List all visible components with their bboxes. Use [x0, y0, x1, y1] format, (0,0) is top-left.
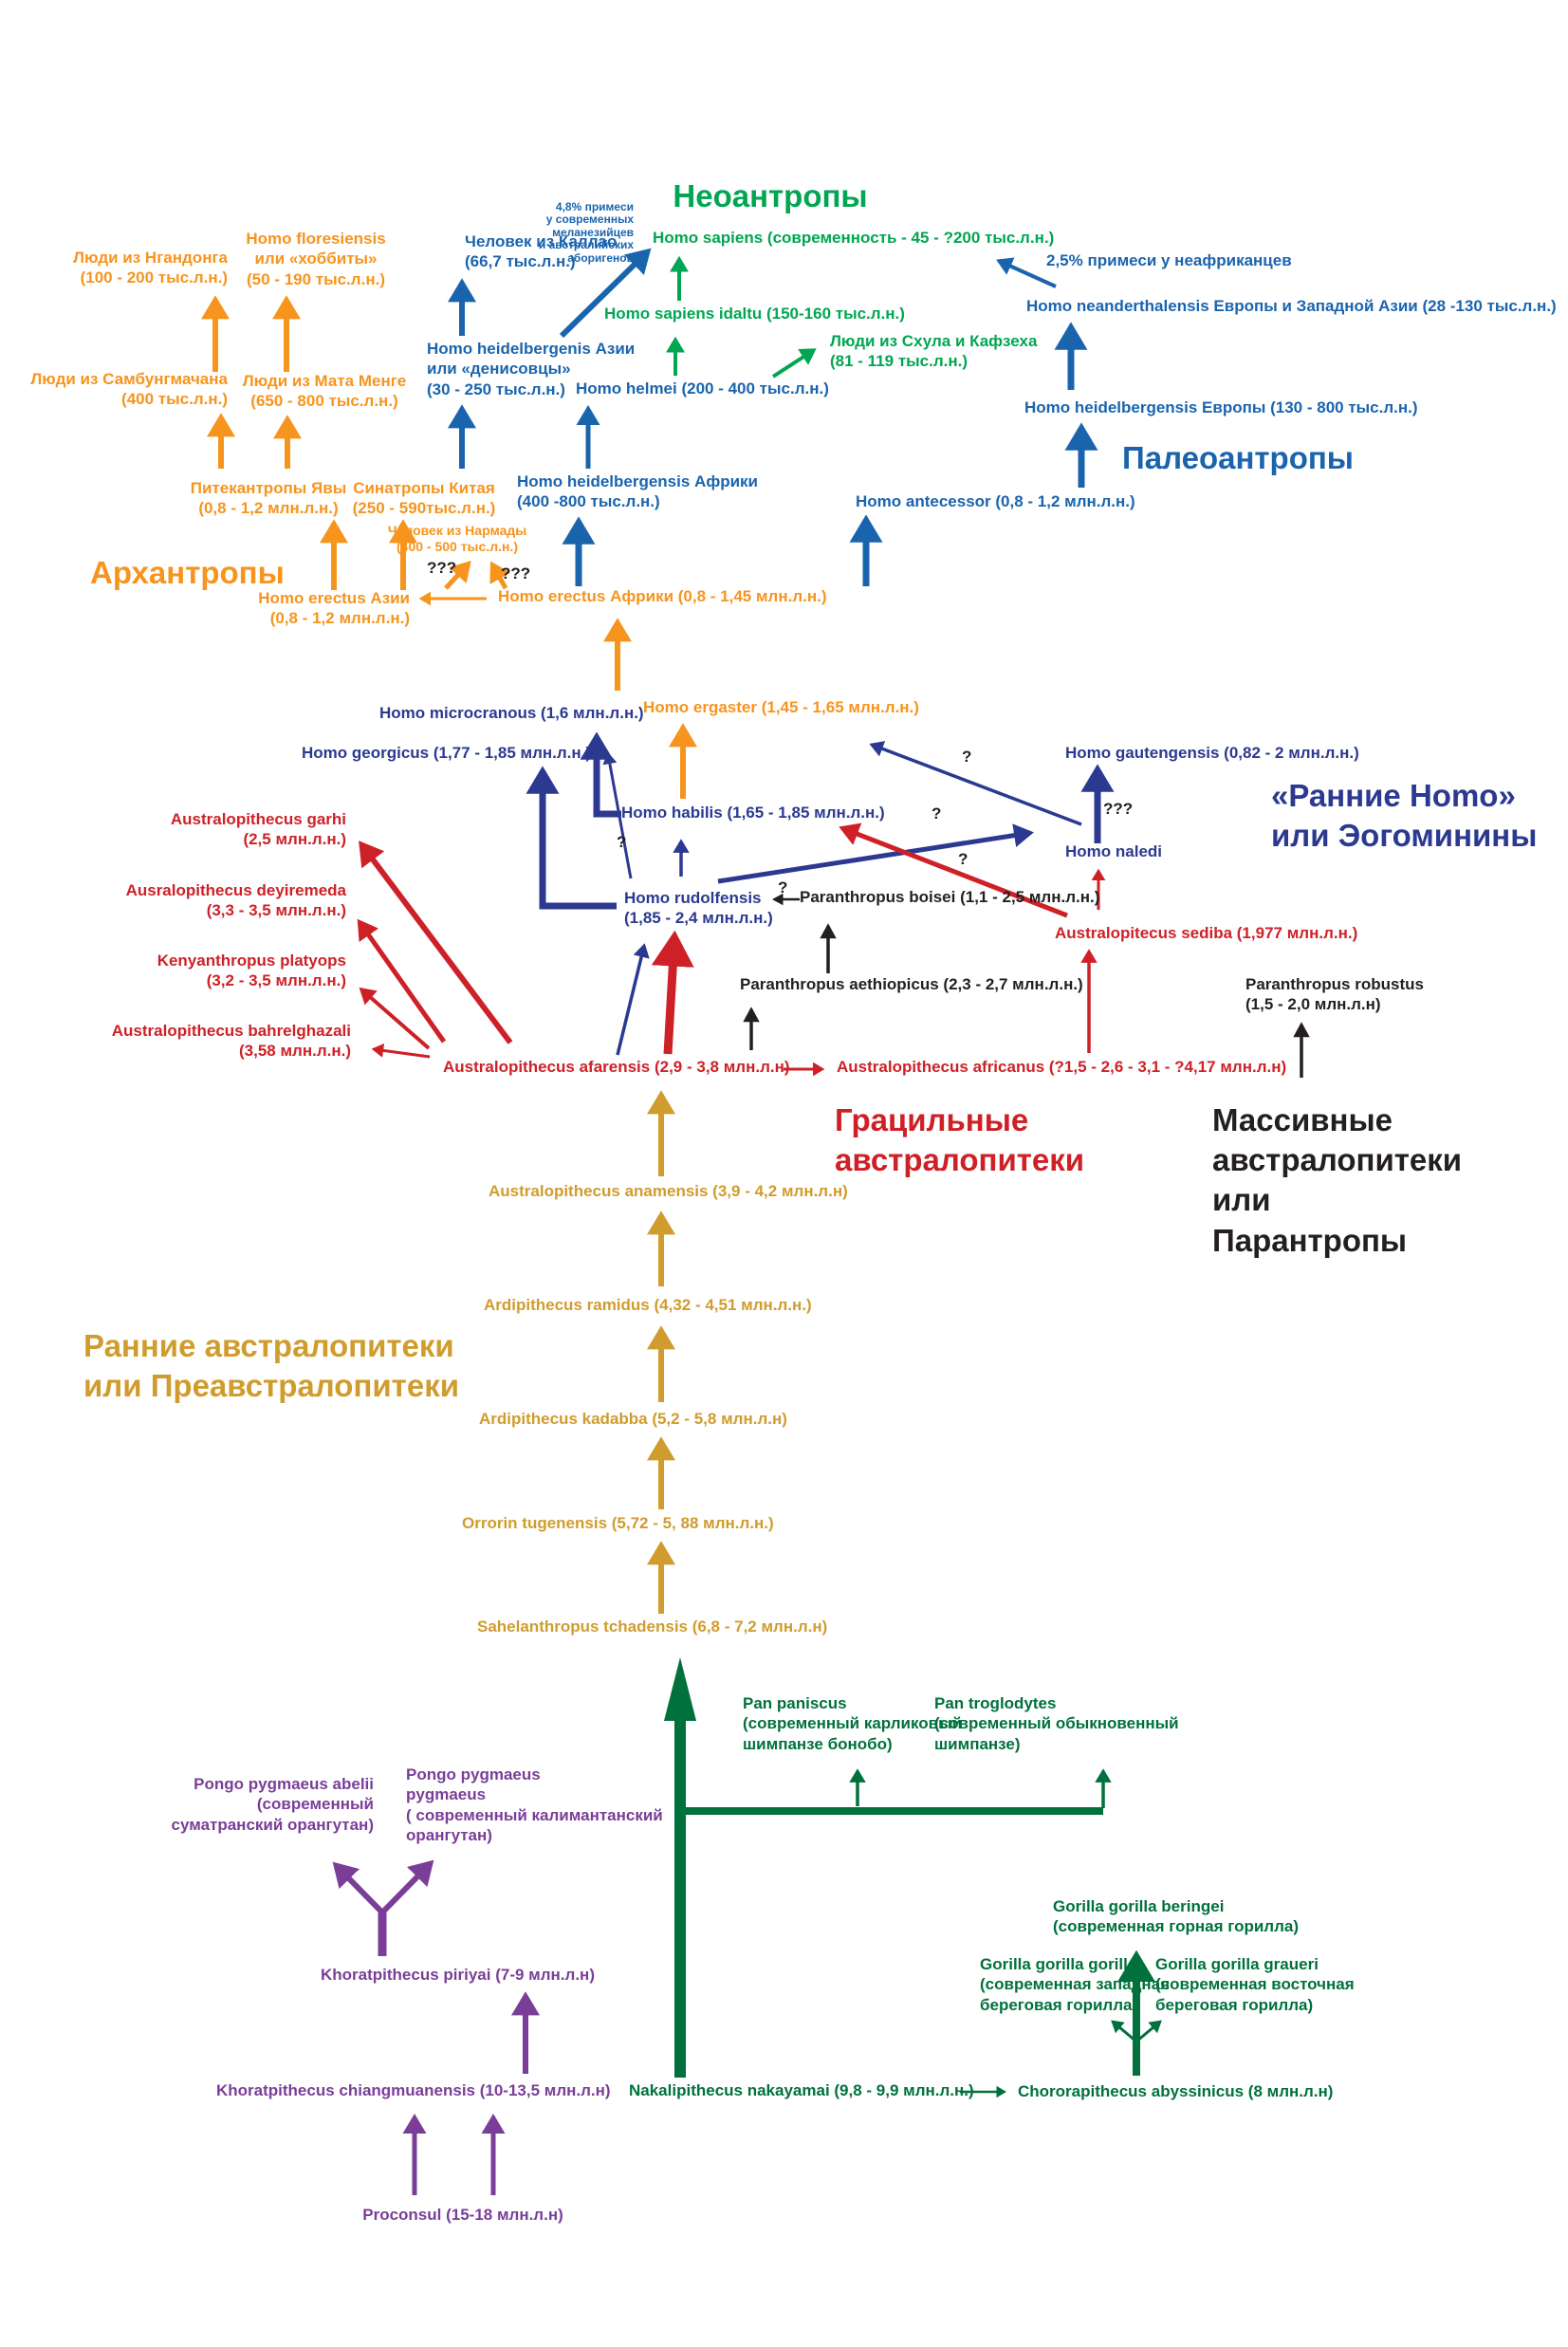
node-denisovans: Homo heidelbergenis Азии или «денисовцы»…	[427, 340, 636, 398]
arrow-helmei-to-skhul	[771, 348, 817, 379]
node-africanus: Australopithecus africanus (?1,5 - 2,6 -…	[837, 1058, 1287, 1076]
arrow-afarensis-to-rudolfensis-navy	[616, 943, 650, 1056]
node-rudolfensis: Homo rudolfensis (1,85 - 2,4 млн.л.н.)	[624, 889, 773, 928]
arrow-to-gorilla-graueri	[1135, 2020, 1162, 2043]
node-aethiopicus: Paranthropus aethiopicus (2,3 - 2,7 млн.…	[740, 975, 1083, 993]
title-gracile: Грацильные австралопитеки	[835, 1102, 1085, 1178]
node-khoratpithecus-piriyai: Khoratpithecus piriyai (7-9 млн.л.н)	[321, 1966, 595, 1984]
arrow-erectusasia-to-narmada	[444, 561, 471, 590]
node-erectus-asia: Homo erectus Азии (0,8 - 1,2 млн.л.н.)	[258, 589, 410, 628]
node-erectus-africa: Homo erectus Африки (0,8 - 1,45 млн.л.н.…	[498, 587, 827, 605]
title-archanthropes: Архантропы	[90, 555, 285, 590]
node-narmada: Человек из Нармады (400 - 500 тыс.л.н.)	[387, 523, 527, 554]
node-pongo-pygmaeus: Pongo pygmaeus pygmaeus ( современный ка…	[406, 1765, 663, 1845]
node-idaltu: Homo sapiens idaltu (150-160 тыс.л.н.)	[604, 305, 905, 323]
title-neoanthropes: Неоантропы	[673, 178, 868, 213]
arrow-afarensis-to-bahrelghazali	[371, 1043, 431, 1059]
node-gorilla-graueri: Gorilla gorilla graueri (современная вос…	[1155, 1955, 1355, 2014]
node-gautengensis: Homo gautengensis (0,82 - 2 млн.л.н.)	[1065, 744, 1359, 762]
node-sediba: Australopitecus sediba (1,977 млн.л.н.)	[1055, 924, 1358, 942]
node-ramidus: Ardipithecus ramidus (4,32 - 4,51 млн.л.…	[484, 1296, 812, 1314]
uncertainty-gautengensis: ???	[1103, 800, 1134, 818]
node-proconsul: Proconsul (15-18 млн.л.н)	[362, 2206, 563, 2224]
arrow-sediba-to-habilis	[839, 822, 1068, 918]
node-pithecanthropus: Питекантропы Явы (0,8 - 1,2 млн.л.н.)	[190, 479, 347, 518]
node-antecessor: Homo antecessor (0,8 - 1,2 млн.л.н.)	[856, 492, 1135, 510]
node-admixture-48: 4,8% примеси у современных меланезийцев …	[538, 200, 634, 265]
node-orrorin: Orrorin tugenensis (5,72 - 5, 88 млн.л.н…	[462, 1514, 774, 1532]
title-early-australopithecus: Ранние австралопитеки или Преавстралопит…	[83, 1328, 459, 1404]
node-microcranous: Homo microcranous (1,6 млн.л.н.)	[379, 704, 644, 722]
arrow-habilis-to-microcranous	[580, 731, 621, 818]
node-deyiremeda: Ausralopithecus deyiremeda (3,3 - 3,5 мл…	[125, 881, 346, 920]
arrow-denisovans-to-sapiens	[559, 248, 652, 339]
node-sinanthropus: Синатропы Китая (250 - 590тыс.л.н.)	[352, 479, 496, 518]
node-boisei: Paranthropus boisei (1,1 - 2,5 млн.л.н.)	[800, 888, 1100, 906]
node-kadabba: Ardipithecus kadabba (5,2 - 5,8 млн.л.н)	[479, 1410, 787, 1428]
node-habilis: Homo habilis (1,65 - 1,85 млн.л.н.)	[621, 804, 885, 822]
node-pan-troglodytes: Pan troglodytes (современный обыкновенны…	[934, 1694, 1179, 1753]
arrow-rudolfensis-to-naledi	[717, 823, 1034, 884]
node-heidelbergensis-europe: Homo heidelbergensis Европы (130 - 800 т…	[1024, 398, 1418, 416]
arrow-afarensis-to-platyops	[359, 987, 431, 1050]
node-afarensis: Australopithecus afarensis (2,9 - 3,8 мл…	[443, 1058, 790, 1076]
node-pan-paniscus: Pan paniscus (современный карликовый шим…	[743, 1694, 963, 1753]
uncertainty-narmada-left: ???	[427, 559, 457, 577]
node-sapiens: Homo sapiens (современность - 45 - ?200 …	[653, 229, 1055, 247]
title-paleoanthropes: Палеоантропы	[1122, 440, 1354, 475]
trunk-arrowhead	[664, 1657, 696, 1721]
arrow-neanderthal-admixture	[996, 257, 1057, 288]
node-matamenge: Люди из Мата Менге (650 - 800 тыс.л.н.)	[242, 372, 407, 411]
node-bahrelghazali: Australopithecus bahrelghazali (3,58 млн…	[111, 1022, 351, 1061]
node-naledi: Homo naledi	[1065, 842, 1163, 860]
node-georgicus: Homo georgicus (1,77 - 1,85 млн.л.н.)	[302, 744, 592, 762]
node-helmei: Homo helmei (200 - 400 тыс.л.н.)	[576, 379, 829, 397]
arrow-to-pongo-abelii	[332, 1861, 385, 1915]
node-ergaster: Homo ergaster (1,45 - 1,65 млн.л.н.)	[643, 698, 919, 716]
node-floresiensis: Homo floresiensis или «хоббиты» (50 - 19…	[246, 230, 386, 288]
node-admixture-25: 2,5% примеси у неафриканцев	[1046, 251, 1292, 269]
node-gorilla-gorilla: Gorilla gorilla gorilla (современная зап…	[980, 1955, 1171, 2014]
node-pongo-abelii: Pongo pygmaeus abelii (современный сумат…	[171, 1775, 374, 1834]
node-skhul: Люди из Схула и Кафзеха (81 - 119 тыс.л.…	[830, 332, 1038, 371]
node-neanderthalensis: Homo neanderthalensis Европы и Западной …	[1026, 297, 1557, 315]
node-nakalipithecus: Nakalipithecus nakayamai (9,8 - 9,9 млн.…	[629, 2081, 974, 2099]
node-robustus: Paranthropus robustus (1,5 - 2,0 млн.л.н…	[1245, 975, 1424, 1014]
node-chororapithecus: Chororapithecus abyssinicus (8 млн.л.н)	[1018, 2082, 1334, 2100]
uncertainty-rudolf-naledi: ?	[932, 804, 942, 822]
node-sahelanthropus: Sahelanthropus tchadensis (6,8 - 7,2 млн…	[477, 1617, 828, 1636]
uncertainty-boisei-rudolfensis: ?	[778, 878, 788, 896]
node-gorilla-beringei: Gorilla gorilla beringei (современная го…	[1053, 1897, 1300, 1936]
arrow-rudolfensis-to-georgicus	[526, 766, 617, 910]
node-ngandonga: Люди из Нгандонга (100 - 200 тыс.л.н.)	[73, 249, 228, 287]
arrow-erectusafrica-to-narmada	[489, 561, 511, 590]
arrow-to-pongo-pygmaeus	[379, 1859, 434, 1915]
title-robust: Массивные австралопитеки или Парантропы	[1212, 1102, 1463, 1258]
uncertainty-narmada-right: ???	[501, 564, 531, 582]
node-heidelbergensis-africa: Homo heidelbergensis Африки (400 -800 ты…	[517, 472, 758, 511]
uncertainty-rudolf-microcranous: ?	[617, 833, 627, 851]
node-anamensis: Australopithecus anamensis (3,9 - 4,2 мл…	[489, 1182, 848, 1200]
node-sambungmachan: Люди из Самбунгмачана (400 тыс.л.н.)	[30, 370, 228, 409]
node-garhi: Australopithecus garhi (2,5 млн.л.н.)	[170, 810, 346, 849]
node-platyops: Kenyanthropus platyops (3,2 - 3,5 млн.л.…	[157, 952, 346, 990]
arrow-to-gorilla-gorilla	[1111, 2020, 1137, 2043]
arrow-naledi-to-ergaster	[869, 741, 1082, 826]
arrow-afarensis-to-deyiremeda	[357, 918, 447, 1044]
node-callao: Человек из Каллао (66,7 тыс.л.н.)	[465, 232, 618, 271]
title-early-homo: «Ранние Homo» или Эогоминины	[1271, 778, 1538, 854]
arrow-afarensis-to-rudolfensis	[651, 930, 694, 1055]
arrow-rudolfensis-to-microcranous	[602, 751, 633, 879]
arrow-afarensis-to-garhi	[359, 841, 513, 1044]
node-khoratpithecus-chiangmuanensis: Khoratpithecus chiangmuanensis (10-13,5 …	[216, 2081, 611, 2099]
uncertainty-naledi-ergaster: ?	[962, 748, 972, 766]
uncertainty-sediba-habilis: ?	[958, 850, 968, 868]
